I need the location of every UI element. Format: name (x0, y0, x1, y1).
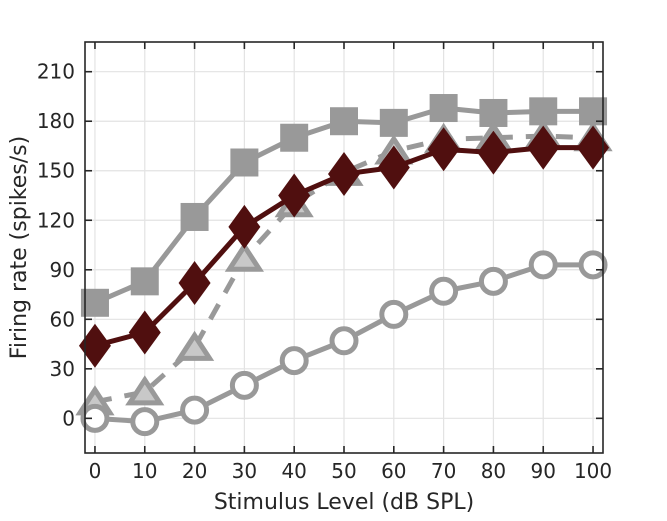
data-point-marker (278, 173, 311, 218)
data-point-marker (174, 330, 215, 361)
x-axis-label: Stimulus Level (dB SPL) (214, 490, 474, 515)
data-point-marker (527, 125, 560, 170)
x-tick-label: 50 (331, 459, 356, 483)
data-point-marker (478, 266, 508, 296)
data-point-marker (329, 326, 359, 356)
data-point-marker (125, 375, 165, 406)
y-tick-label: 60 (50, 307, 75, 331)
y-tick-label: 120 (37, 208, 75, 232)
y-tick-labels: 0 30 60 90 120 150 180 210 (37, 60, 75, 431)
x-tick-label: 10 (132, 459, 157, 483)
dark-red-diamonds-series (78, 125, 610, 368)
data-point-marker (178, 260, 211, 305)
x-tick-label: 30 (232, 459, 257, 483)
x-tick-label: 40 (281, 459, 306, 483)
y-tick-label: 0 (62, 406, 75, 430)
data-point-marker (528, 250, 558, 280)
data-point-marker (130, 267, 159, 296)
data-point-marker (80, 403, 110, 433)
data-point-marker (229, 370, 259, 400)
data-point-marker (330, 107, 358, 136)
gray-triangles-dashed-line (94, 133, 594, 405)
gray-open-circles-series (80, 250, 608, 437)
x-tick-label: 60 (381, 459, 406, 483)
data-point-marker (377, 145, 410, 190)
y-tick-label: 30 (50, 357, 75, 381)
x-tick-label: 80 (481, 459, 506, 483)
data-point-marker (224, 241, 264, 272)
x-tick-label: 0 (89, 459, 102, 483)
data-point-marker (379, 299, 409, 329)
data-point-marker (230, 148, 259, 177)
y-tick-label: 90 (50, 258, 75, 282)
x-tick-label: 90 (531, 459, 556, 483)
data-point-marker (577, 125, 610, 170)
y-tick-label: 150 (37, 159, 75, 183)
data-point-marker (379, 108, 408, 137)
x-tick-label: 20 (182, 459, 207, 483)
x-tick-labels: 0 10 20 30 40 50 60 70 80 90 100 (89, 459, 613, 483)
data-point-marker (578, 250, 608, 280)
data-point-marker (228, 204, 261, 249)
data-point-marker (128, 310, 161, 355)
data-point-marker (429, 94, 458, 123)
gray-squares-series (80, 94, 608, 317)
y-tick-label: 180 (37, 109, 75, 133)
tick-marks (85, 42, 603, 453)
data-point-marker (477, 130, 510, 175)
data-point-marker (78, 323, 111, 368)
y-axis-label: Firing rate (spikes/s) (7, 136, 32, 359)
data-point-marker (429, 276, 459, 306)
data-point-marker (180, 202, 209, 231)
data-point-marker (328, 152, 360, 197)
data-point-marker (130, 407, 160, 437)
x-tick-label: 70 (431, 459, 456, 483)
data-point-marker (279, 346, 309, 376)
data-point-marker (180, 395, 210, 425)
data-point-marker (280, 123, 309, 152)
data-point-marker (427, 127, 460, 172)
x-tick-label: 100 (574, 459, 612, 483)
y-tick-label: 210 (37, 60, 75, 84)
